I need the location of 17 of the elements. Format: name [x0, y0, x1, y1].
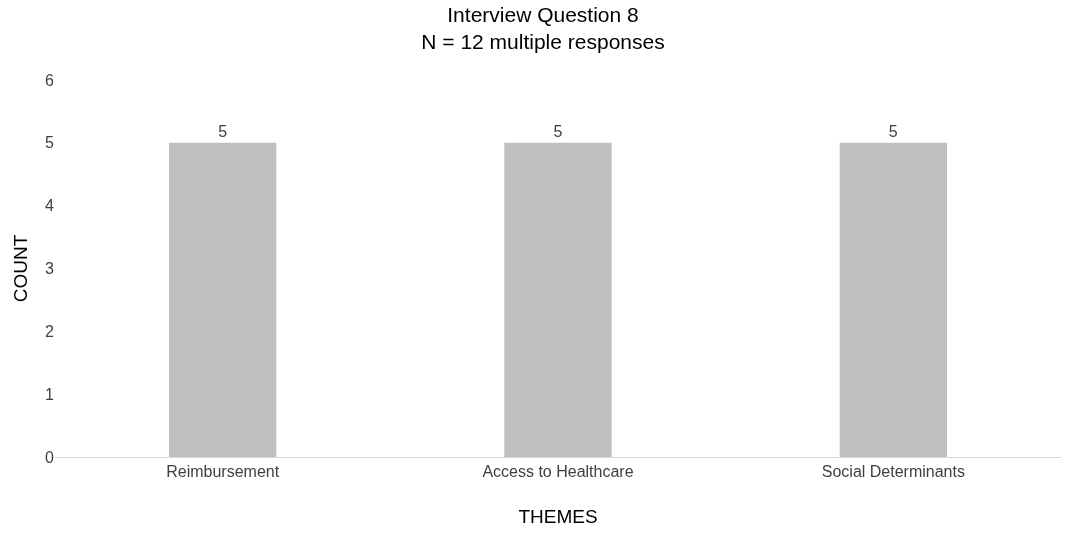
y-tick-label: 4: [45, 197, 55, 215]
data-label: 5: [888, 122, 898, 140]
data-label: 5: [218, 122, 228, 140]
y-tick-label: 2: [45, 322, 55, 340]
y-tick-label: 3: [45, 260, 55, 278]
y-axis-title: COUNT: [9, 234, 31, 303]
y-tick-label: 6: [45, 71, 55, 89]
x-tick-label: Reimbursement: [166, 463, 280, 481]
x-axis-title: THEMES: [518, 506, 598, 527]
chart-title: Interview Question 8: [447, 2, 639, 26]
y-tick-label: 1: [45, 385, 55, 403]
y-tick-label: 5: [45, 134, 55, 152]
x-tick-label: Social Determinants: [821, 463, 965, 481]
chart-subtitle: N = 12 multiple responses: [421, 30, 665, 54]
y-tick-label: 0: [45, 448, 55, 466]
data-label: 5: [553, 122, 563, 140]
x-tick-label: Access to Healthcare: [482, 463, 634, 481]
